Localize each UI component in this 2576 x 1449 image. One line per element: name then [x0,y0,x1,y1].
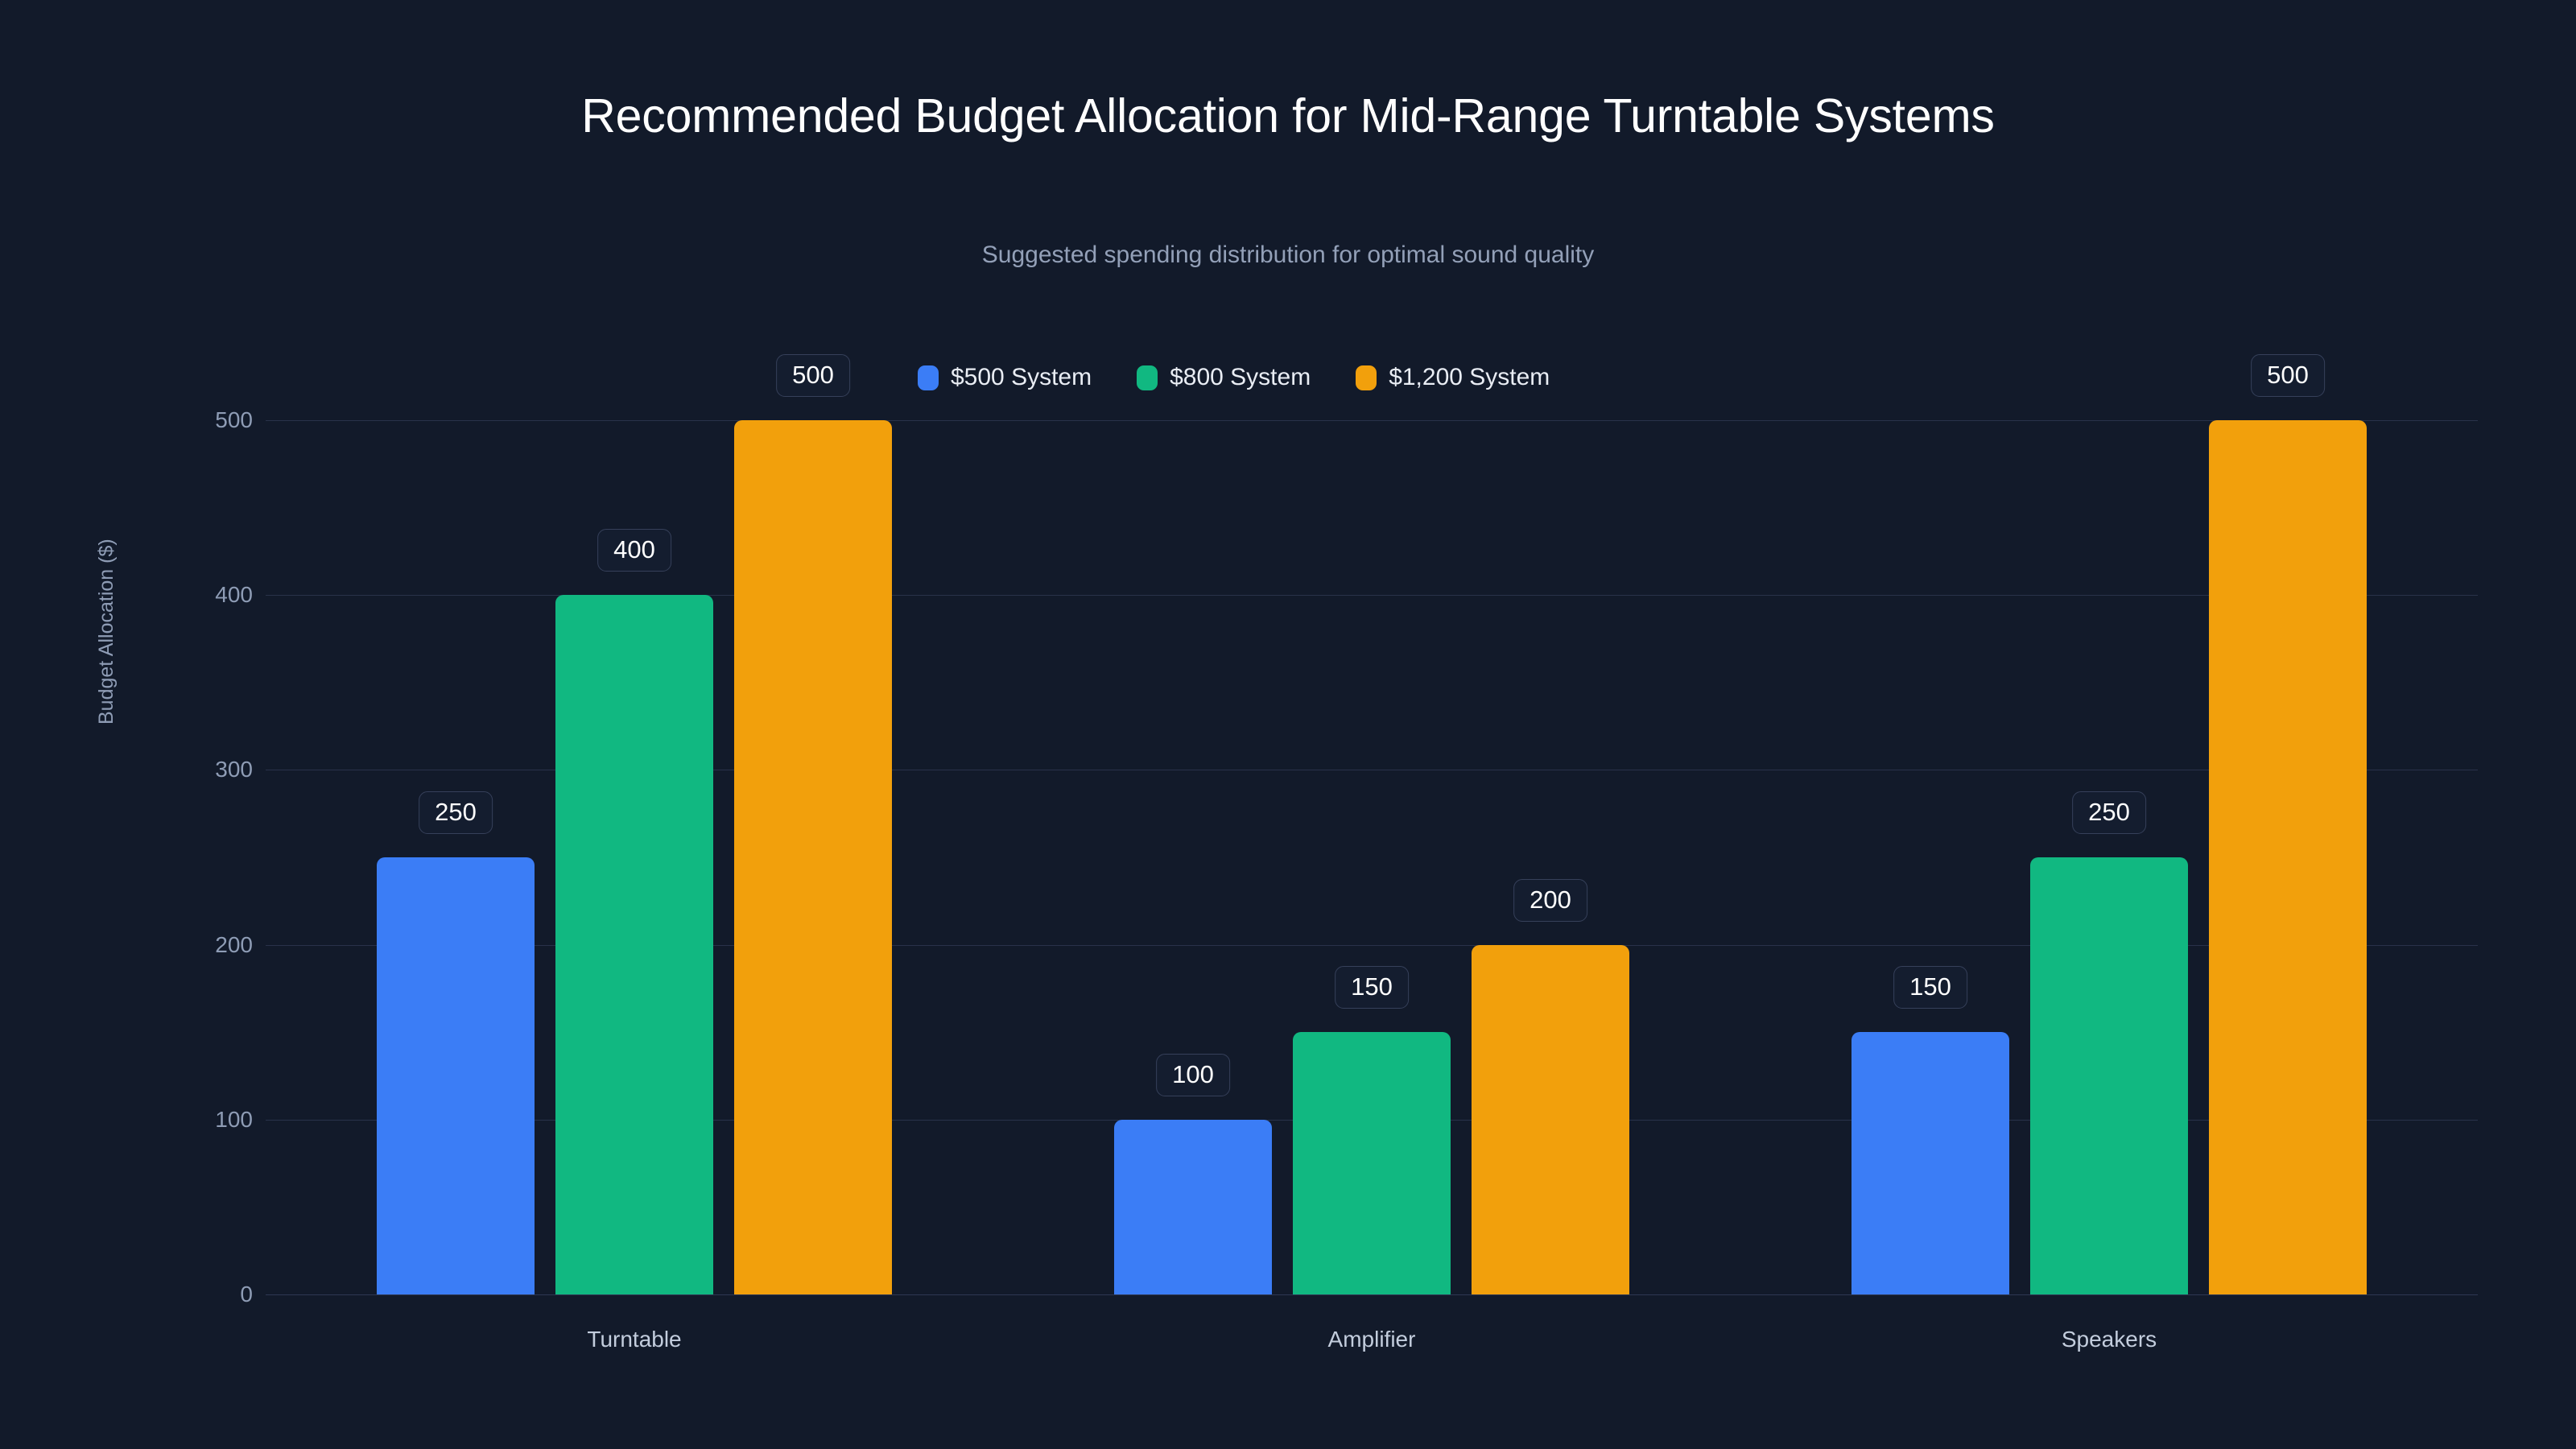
y-tick-label: 100 [215,1106,253,1132]
gridline-400 [266,595,2478,597]
bar-amplifier-1[interactable] [1293,1032,1451,1294]
legend-swatch-icon [1137,365,1158,390]
y-tick-label: 300 [215,757,253,782]
legend-item-0[interactable]: $500 System [918,364,1092,391]
bar-amplifier-2[interactable] [1472,944,1629,1294]
x-category-label: Amplifier [1327,1327,1416,1352]
bar-value-label: 500 [2251,354,2325,397]
chart-subtitle: Suggested spending distribution for opti… [981,242,1595,268]
bar-value-label: 250 [2072,791,2146,834]
legend-item-1[interactable]: $800 System [1137,364,1311,391]
y-tick-label: 500 [215,407,253,432]
y-tick-label: 0 [240,1282,253,1307]
bar-amplifier-0[interactable] [1114,1119,1272,1294]
gridline-500 [266,420,2478,421]
y-tick-label: 400 [215,582,253,608]
x-category-label: Speakers [2061,1327,2157,1352]
legend-label: $1,200 System [1389,364,1550,390]
bar-value-label: 150 [1893,966,1967,1009]
legend-item-2[interactable]: $1,200 System [1356,364,1550,391]
bar-turntable-0[interactable] [377,857,535,1294]
legend-swatch-icon [918,365,939,390]
y-axis-label: Budget Allocation ($) [95,539,118,724]
bar-speakers-2[interactable] [2209,420,2367,1294]
plot-area [266,420,2478,1295]
bar-speakers-1[interactable] [2030,857,2188,1294]
gridline-0 [266,1294,2478,1295]
legend-label: $500 System [951,364,1092,390]
chart-legend: $500 System $800 System $1,200 System [918,364,1550,391]
bar-speakers-0[interactable] [1852,1032,2009,1294]
legend-swatch-icon [1356,365,1377,390]
bar-value-label: 250 [419,791,493,834]
bar-value-label: 150 [1335,966,1409,1009]
bar-turntable-2[interactable] [734,420,892,1294]
bar-value-label: 200 [1513,878,1587,922]
gridline-200 [266,944,2478,946]
bar-turntable-1[interactable] [555,595,713,1294]
bar-value-label: 400 [597,529,671,572]
y-tick-label: 200 [215,931,253,957]
bar-value-label: 100 [1156,1053,1230,1096]
bar-value-label: 500 [776,354,850,397]
x-category-label: Turntable [587,1327,682,1352]
chart-title: Recommended Budget Allocation for Mid-Ra… [581,89,1995,142]
legend-label: $800 System [1170,364,1311,390]
